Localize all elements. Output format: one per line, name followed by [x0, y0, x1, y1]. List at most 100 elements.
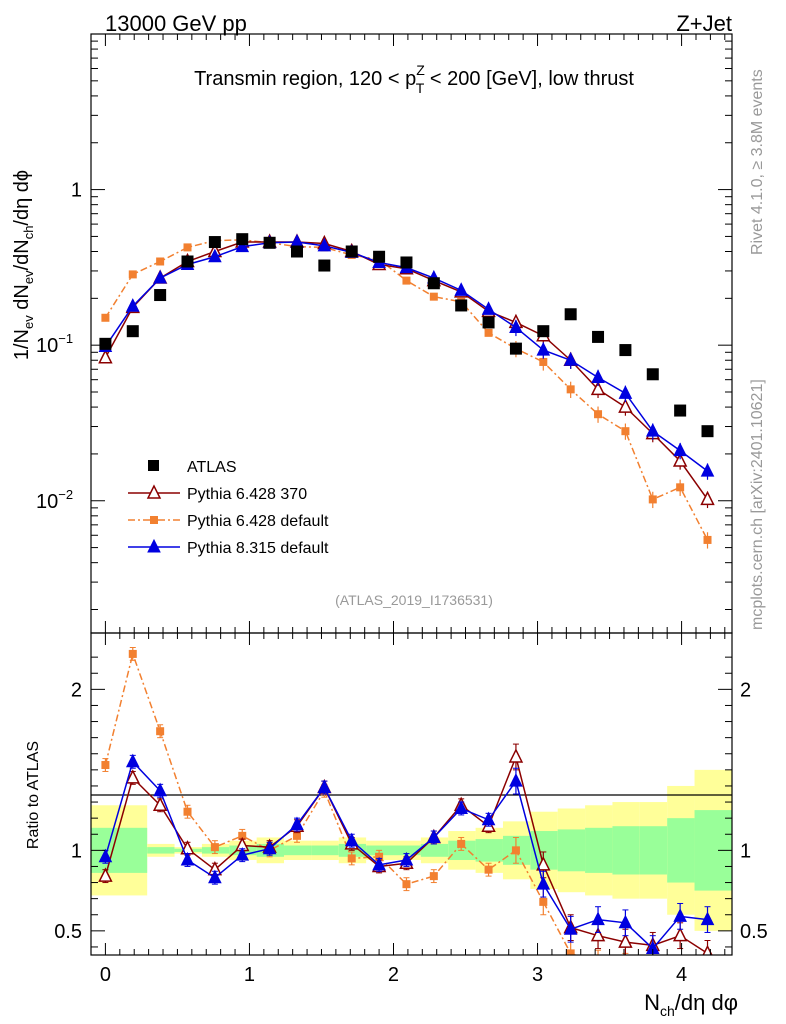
ratio-point-p8_def	[262, 840, 277, 855]
data-point-p8_def	[454, 282, 469, 296]
ratio-y-tick-label: 0.5	[54, 921, 82, 943]
ratio-point-p8_def	[563, 921, 578, 935]
data-point-p6_370	[618, 398, 633, 413]
x-tick-label: 0	[100, 964, 111, 986]
data-point-p8_def	[673, 442, 687, 457]
data-point-p8_def	[290, 233, 304, 248]
legend-label-atlas: ATLAS	[187, 459, 237, 476]
ratio-point-p8_def	[481, 811, 496, 826]
ratio-point-p8_def	[125, 753, 140, 768]
data-point-p6_def	[621, 427, 630, 436]
ratio-band-inner	[639, 826, 668, 875]
data-point-p6_def	[429, 292, 438, 301]
data-point-p6_def	[566, 385, 575, 394]
xlabel: Nch/dη dφ	[644, 990, 738, 1019]
data-point-p8_def	[481, 301, 496, 315]
data-point-p8_def	[317, 237, 332, 252]
ratio-point-p6_370	[152, 796, 168, 812]
ratio-band-inner	[475, 839, 503, 862]
ratio-point-p8_def	[399, 851, 414, 866]
ratio-point-p6_370	[125, 769, 140, 784]
legend-label-p6-default: Pythia 6.428 default	[187, 513, 329, 530]
ratio-ylabel: Ratio to ATLAS	[25, 741, 42, 849]
data-point-p6_def	[484, 328, 493, 337]
ratio-band-inner	[147, 847, 175, 854]
data-point-atlas	[400, 256, 413, 269]
data-point-p6_def	[183, 243, 192, 252]
data-point-p6_def	[101, 313, 110, 322]
data-point-p6_def	[703, 535, 712, 544]
ratio-band-inner	[612, 826, 640, 875]
data-point-p8_def	[125, 298, 140, 312]
ratio-frame	[90, 632, 733, 956]
ratio-point-p6_370	[508, 748, 524, 763]
legend-marker-p6-370	[146, 484, 162, 499]
x-tick-label: 3	[532, 964, 543, 986]
data-point-p8_def	[563, 352, 578, 366]
x-tick-label: 2	[388, 964, 399, 986]
ratio-point-p8_def	[153, 782, 167, 797]
ratio-point-p8_def	[344, 832, 359, 847]
main-y-tick-label: 10−1	[36, 331, 73, 357]
ratio-point-p6_def	[128, 649, 137, 658]
data-point-atlas	[126, 325, 139, 338]
ratio-band-inner	[557, 829, 586, 872]
data-point-p8_def	[591, 369, 605, 383]
main-data	[98, 233, 715, 549]
ratio-point-p6_def	[539, 897, 548, 906]
main-ylabel: 1/Nev dNev/dNch/dη dϕ	[11, 170, 36, 360]
ratio-point-p6_def	[457, 839, 466, 848]
ratio-point-p6_def	[566, 949, 575, 955]
data-point-atlas	[482, 316, 495, 329]
ratio-point-p8_def	[208, 869, 222, 884]
ratio-point-p8_def	[290, 816, 304, 831]
data-point-p8_def	[700, 463, 715, 477]
legend-label-p8-default: Pythia 8.315 default	[187, 540, 329, 557]
ratio-data	[98, 646, 715, 983]
ratio-band-inner	[393, 845, 421, 856]
data-point-atlas	[290, 245, 303, 258]
data-point-atlas	[537, 325, 550, 338]
ratio-point-p8_def	[317, 779, 332, 794]
ratio-y-tick-label-right: 0.5	[740, 921, 768, 943]
data-point-p8_def	[509, 319, 523, 333]
data-point-atlas	[345, 245, 358, 258]
data-point-p6_def	[128, 270, 137, 279]
data-point-p8_def	[645, 423, 660, 437]
data-point-atlas	[427, 277, 440, 290]
data-point-p6_370	[672, 452, 688, 467]
ratio-point-p6_370	[672, 927, 688, 942]
data-point-atlas	[674, 404, 687, 417]
data-point-p6_def	[402, 276, 411, 285]
ratio-point-p6_def	[511, 846, 520, 855]
legend: ATLAS Pythia 6.428 370 Pythia 6.428 defa…	[128, 459, 329, 557]
analysis-id: (ATLAS_2019_I1736531)	[335, 592, 493, 608]
mcplots-label: mcplots.cern.ch [arXiv:2401.10621]	[749, 379, 766, 630]
ratio-point-p6_def	[210, 843, 219, 852]
data-point-p8_def	[536, 341, 551, 356]
ratio-y-tick-label: 1	[71, 840, 82, 862]
ratio-ticks: 0 1 2 3 4 0.5 0.5 1 1 2 2	[54, 633, 768, 986]
data-point-atlas	[564, 308, 577, 321]
legend-entry-p6-370: Pythia 6.428 370	[128, 484, 307, 503]
data-point-atlas	[263, 236, 276, 249]
ratio-y-tick-label-right: 1	[740, 840, 751, 862]
legend-entry-p6-default: Pythia 6.428 default	[128, 513, 329, 530]
ratio-point-p6_def	[704, 975, 712, 983]
process-label: Z+Jet	[676, 11, 732, 36]
ratio-y-tick-label: 2	[71, 679, 82, 701]
legend-marker-atlas	[148, 460, 159, 471]
x-tick-label: 1	[244, 964, 255, 986]
data-point-p6_370	[700, 490, 715, 506]
data-point-atlas	[318, 259, 331, 272]
plot-title: Transmin region, 120 < pZ T < 200 [GeV], …	[194, 62, 634, 96]
ratio-point-p8_def	[509, 773, 523, 787]
legend-entry-p8-default: Pythia 8.315 default	[128, 538, 329, 557]
ratio-point-p6_def	[347, 854, 356, 863]
ratio-point-p6_def	[594, 959, 602, 967]
ratio-point-p6_370	[702, 944, 713, 955]
ratio-point-p6_def	[292, 831, 301, 840]
data-point-p6_def	[676, 483, 685, 492]
ratio-point-p6_def	[649, 975, 657, 983]
